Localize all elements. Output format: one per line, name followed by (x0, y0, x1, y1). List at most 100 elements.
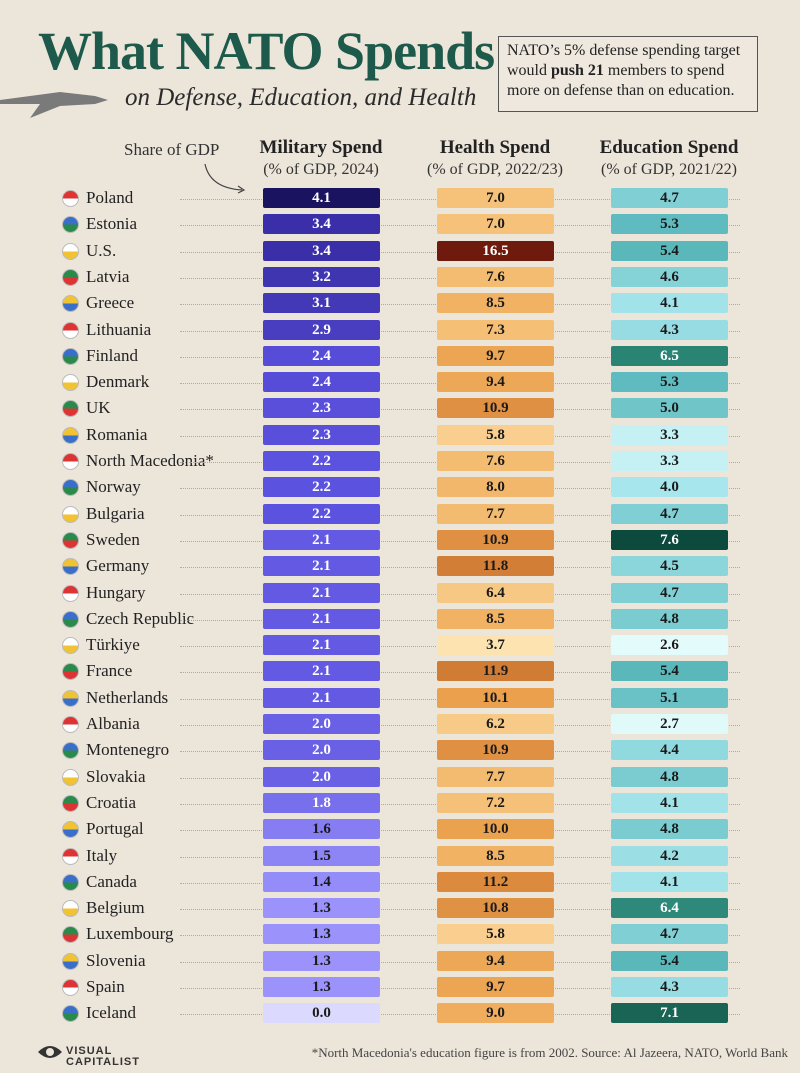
value-cell: 6.5 (611, 345, 728, 366)
value-cell: 1.8 (263, 792, 380, 813)
value-cell: 7.6 (611, 529, 728, 550)
value-cell: 4.1 (611, 871, 728, 892)
value-cell: 7.2 (437, 792, 554, 813)
value-cell: 5.0 (611, 398, 728, 419)
value-cell: 3.4 (263, 240, 380, 261)
value-cell: 3.3 (611, 451, 728, 471)
country-name: North Macedonia* (86, 451, 214, 470)
value-cell: 9.7 (437, 977, 554, 997)
logo-icon (38, 1046, 62, 1058)
flag (62, 610, 79, 628)
value-cell: 5.3 (611, 214, 728, 235)
value-cell: 10.9 (437, 529, 554, 550)
value-cell: 3.3 (611, 424, 728, 445)
value-cell: 2.7 (611, 714, 728, 734)
value-cell: 7.3 (437, 319, 554, 340)
value-cell: 2.4 (263, 345, 380, 366)
value-cell: 4.7 (611, 924, 728, 945)
value-cell: 4.8 (611, 766, 728, 787)
country-name: Latvia (86, 266, 130, 286)
value-cell: 8.5 (437, 608, 554, 629)
value-cell: 5.4 (611, 950, 728, 971)
value-cell: 4.8 (611, 819, 728, 840)
flag (62, 584, 79, 602)
value-cell: 1.4 (263, 871, 380, 892)
value-cell: 2.3 (263, 424, 380, 445)
value-cell: 4.7 (611, 582, 728, 603)
logo: VISUAL CAPITALIST (66, 1045, 140, 1068)
value-cell: 2.2 (263, 477, 380, 498)
country-name: Denmark (86, 372, 150, 392)
value-cell: 7.0 (437, 214, 554, 235)
flag (62, 242, 79, 260)
value-cell: 4.6 (611, 266, 728, 287)
value-cell: 5.8 (437, 924, 554, 945)
country-name: Poland (86, 188, 134, 207)
value-cell: 9.0 (437, 1003, 554, 1024)
value-cell: 11.9 (437, 661, 554, 682)
value-cell: 1.5 (263, 845, 380, 866)
footnote: *North Macedonia's education figure is f… (311, 1045, 788, 1060)
flag (62, 295, 79, 313)
value-cell: 5.1 (611, 687, 728, 708)
value-cell: 2.0 (263, 740, 380, 761)
value-cell: 9.4 (437, 372, 554, 393)
value-cell: 4.3 (611, 977, 728, 997)
callout-text: members to spend more on defense than on… (507, 62, 735, 99)
country-name: Hungary (86, 582, 146, 602)
country-name: U.S. (86, 240, 117, 260)
flag (62, 268, 79, 286)
country-name: Portugal (86, 819, 144, 839)
callout-bold: push 21 (551, 62, 604, 79)
country-name: Czech Republic (86, 608, 195, 628)
value-cell: 2.0 (263, 714, 380, 734)
value-cell: 7.6 (437, 451, 554, 471)
country-name: Greece (86, 293, 135, 313)
flag (62, 216, 79, 234)
value-cell: 2.1 (263, 556, 380, 577)
value-cell: 2.2 (263, 503, 380, 524)
flag (62, 952, 79, 970)
share-label: Share of GDP (124, 140, 220, 159)
value-cell: 8.5 (437, 293, 554, 314)
country-name: Luxembourg (86, 924, 174, 944)
flag (62, 374, 79, 392)
value-cell: 2.0 (263, 766, 380, 787)
country-name: Spain (86, 977, 125, 996)
country-name: Slovenia (86, 950, 146, 970)
flag (62, 821, 79, 839)
value-cell: 2.1 (263, 529, 380, 550)
value-cell: 9.4 (437, 950, 554, 971)
country-name: Croatia (86, 792, 137, 812)
value-cell: 7.7 (437, 766, 554, 787)
country-name: Iceland (86, 1003, 137, 1023)
value-cell: 1.6 (263, 819, 380, 840)
value-cell: 2.2 (263, 451, 380, 471)
value-cell: 2.6 (611, 635, 728, 656)
value-cell: 8.5 (437, 845, 554, 866)
flag (62, 900, 79, 918)
country-name: Norway (86, 477, 141, 497)
country-name: Slovakia (86, 766, 146, 786)
value-cell: 2.1 (263, 582, 380, 603)
flag (62, 716, 79, 733)
value-cell: 7.1 (611, 1003, 728, 1024)
value-cell: 4.1 (611, 293, 728, 314)
value-cell: 5.4 (611, 240, 728, 261)
flag (62, 347, 79, 365)
column-subtitle: (% of GDP, 2022/23) (427, 161, 563, 178)
value-cell: 1.3 (263, 977, 380, 997)
value-cell: 6.2 (437, 714, 554, 734)
value-cell: 10.1 (437, 687, 554, 708)
value-cell: 11.8 (437, 556, 554, 577)
country-name: Estonia (86, 214, 137, 234)
country-name: Albania (86, 714, 140, 733)
value-cell: 4.2 (611, 845, 728, 866)
flag (62, 663, 79, 681)
column-subtitle: (% of GDP, 2021/22) (601, 161, 737, 178)
flag (62, 637, 79, 655)
country-name: Italy (86, 845, 118, 865)
value-cell: 3.2 (263, 266, 380, 287)
flag (62, 426, 79, 444)
flag (62, 400, 79, 418)
